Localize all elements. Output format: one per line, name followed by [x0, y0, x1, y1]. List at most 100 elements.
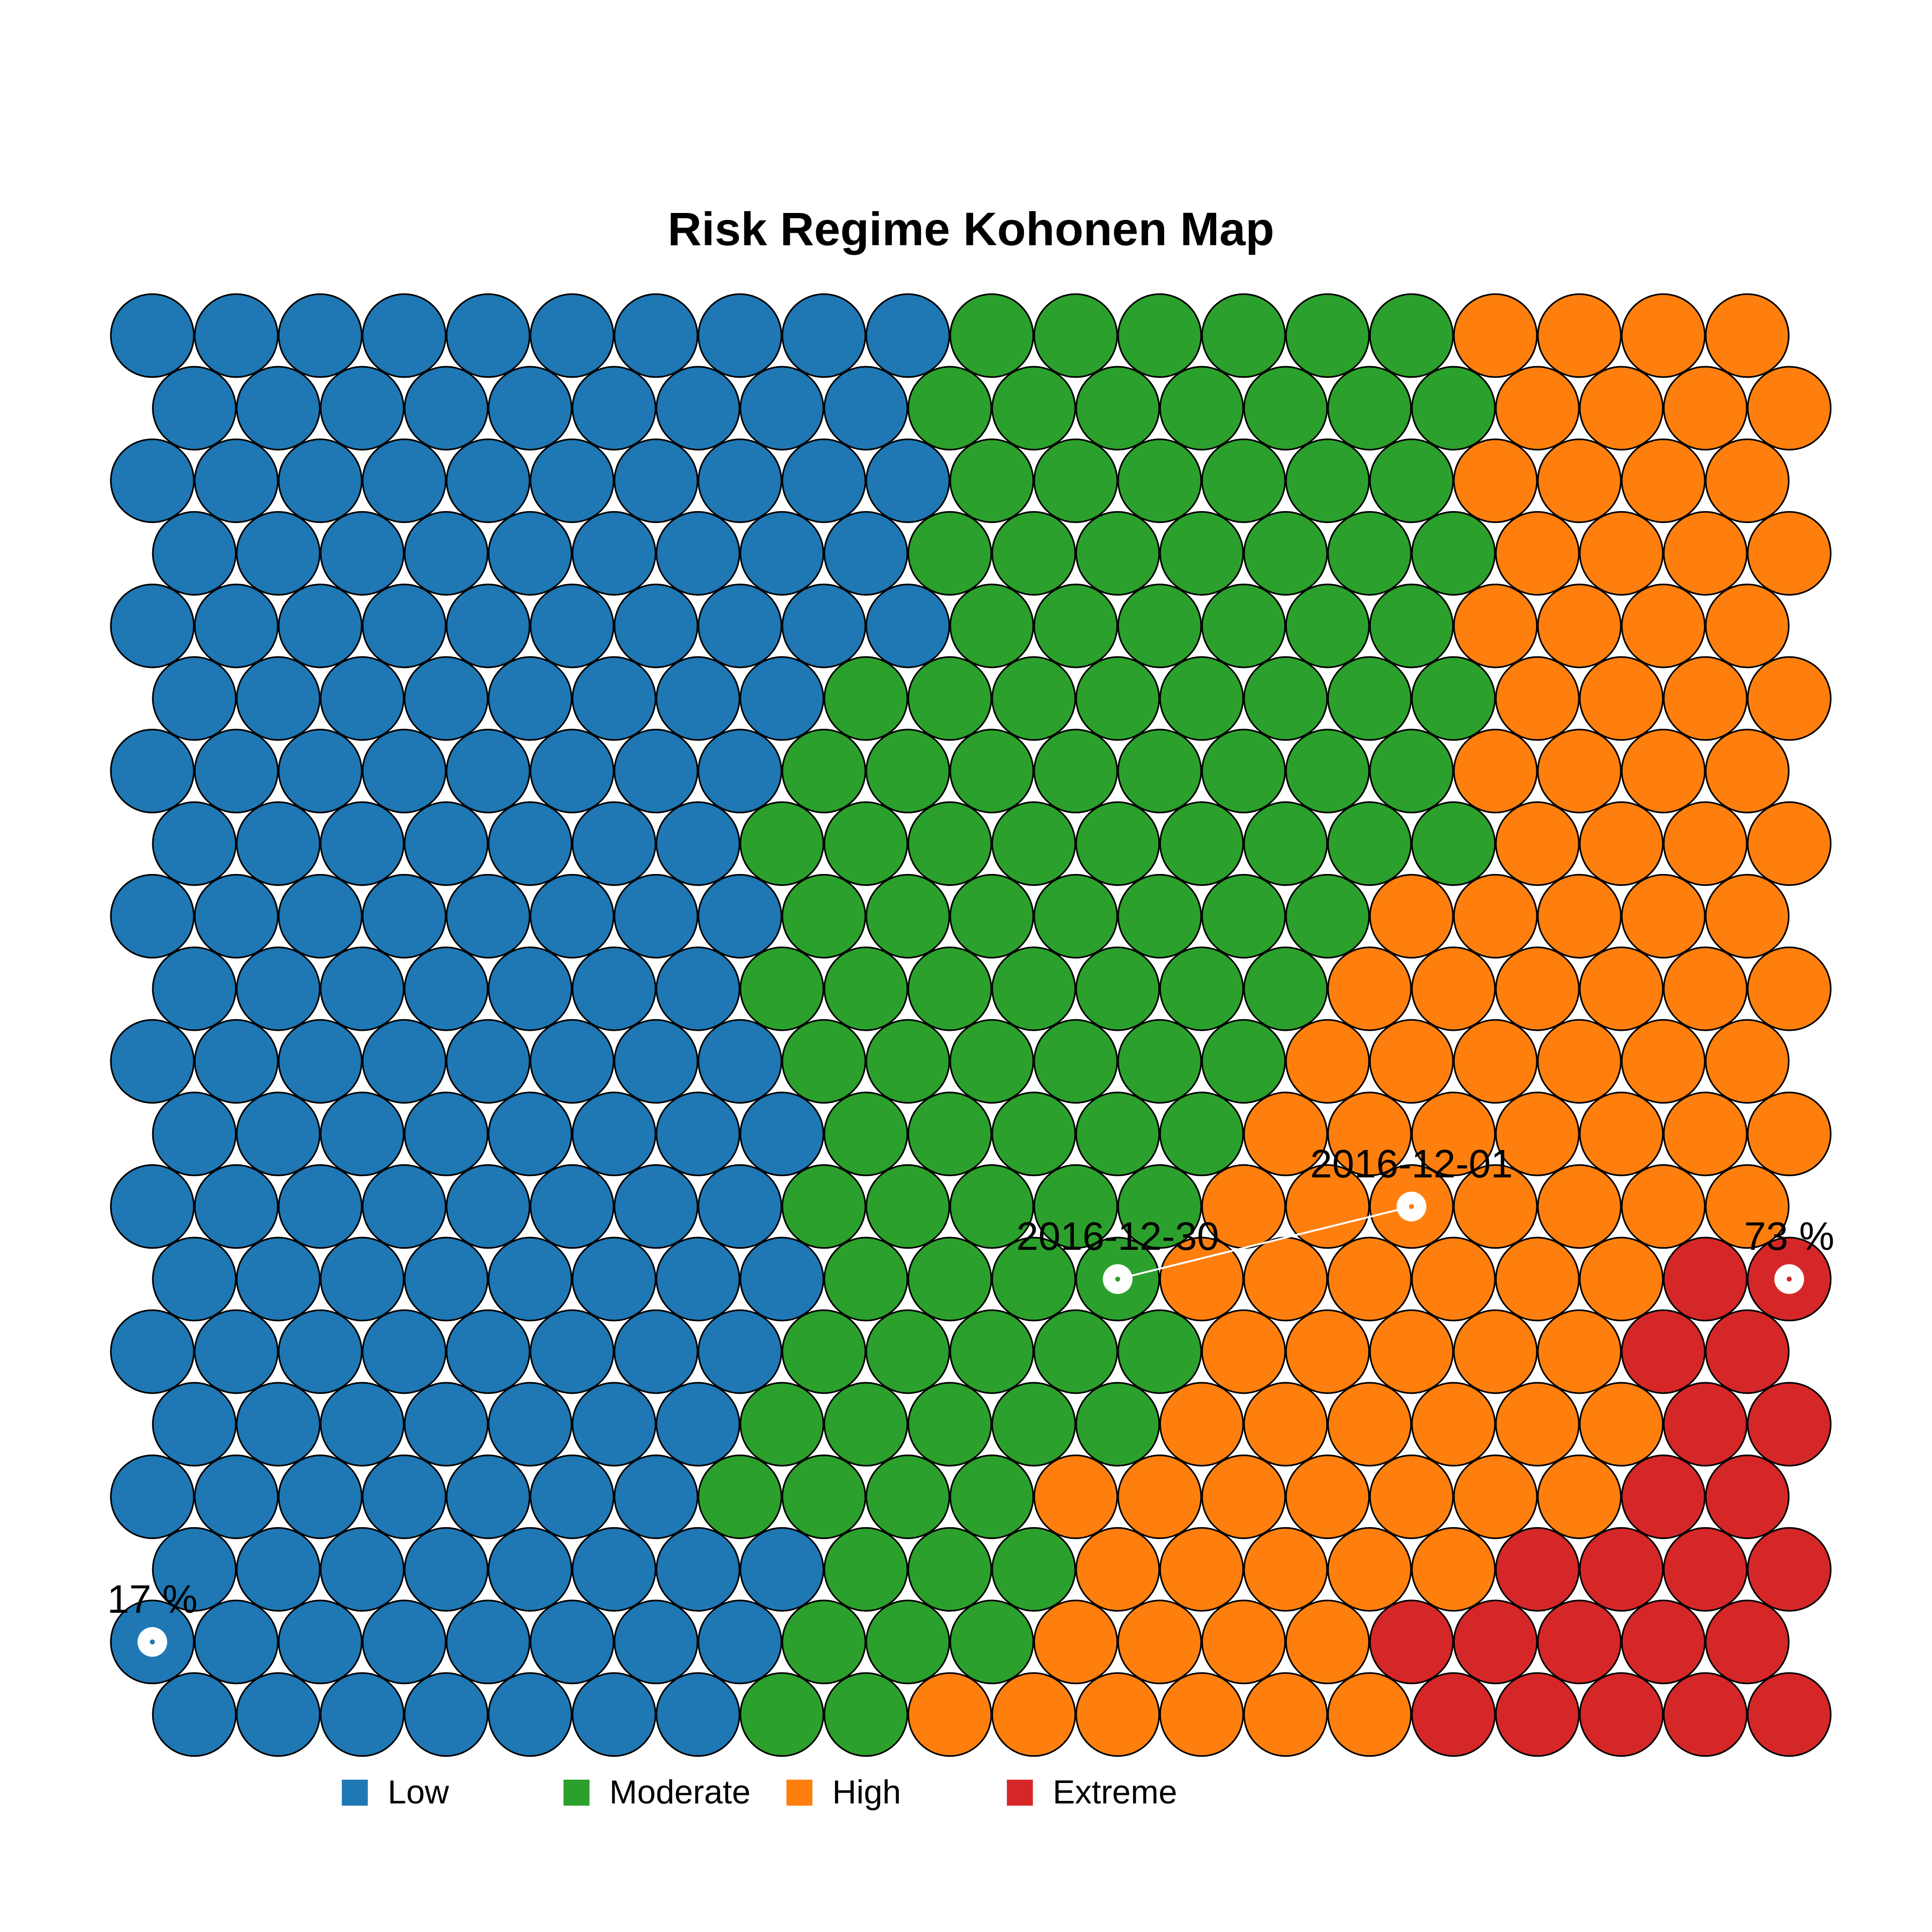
cell [1327, 1382, 1412, 1467]
cell [1327, 366, 1412, 451]
cell [1201, 1599, 1286, 1685]
cell [739, 1092, 824, 1177]
cell [320, 1236, 405, 1322]
cell [320, 1527, 405, 1612]
cell [697, 874, 782, 959]
cell [1411, 1236, 1496, 1322]
cell [1117, 874, 1202, 959]
cell [1705, 1019, 1790, 1104]
cell [1705, 1164, 1790, 1249]
cell [949, 1599, 1034, 1685]
cell [614, 293, 699, 378]
cell [236, 1092, 321, 1177]
cell [320, 511, 405, 596]
cell [1159, 511, 1244, 596]
cell [991, 366, 1076, 451]
cell [614, 874, 699, 959]
cell [152, 366, 237, 451]
cell [656, 366, 741, 451]
cell [739, 511, 824, 596]
cell [949, 1309, 1034, 1394]
cell [739, 1672, 824, 1757]
cell [320, 1382, 405, 1467]
cell [1453, 438, 1538, 523]
cell [194, 583, 279, 668]
cell [152, 946, 237, 1031]
cell [991, 1672, 1076, 1757]
cell [1285, 1454, 1370, 1539]
cell [1033, 729, 1118, 814]
cell [991, 1382, 1076, 1467]
cell [362, 874, 447, 959]
cell [1075, 511, 1160, 596]
cell [656, 801, 741, 886]
cell [1033, 583, 1118, 668]
cell [1369, 1309, 1454, 1394]
cell [571, 1527, 656, 1612]
cell [907, 1236, 992, 1322]
cell [1705, 293, 1790, 378]
cell [1285, 1019, 1370, 1104]
cell [656, 1527, 741, 1612]
cell [1033, 1454, 1118, 1539]
cell [152, 1382, 237, 1467]
cell [1537, 438, 1622, 523]
cell [571, 946, 656, 1031]
cell [1453, 293, 1538, 378]
cell [236, 1382, 321, 1467]
cell [782, 729, 866, 814]
cell [1621, 1309, 1706, 1394]
marker-dot [150, 1639, 155, 1644]
cell [1453, 1599, 1538, 1685]
cell [782, 1454, 866, 1539]
cell [403, 511, 489, 596]
cell [991, 946, 1076, 1031]
cell [1495, 801, 1580, 886]
cell [991, 656, 1076, 741]
cell [1075, 801, 1160, 886]
annotation: 73 % [1744, 1214, 1834, 1259]
cell [362, 1454, 447, 1539]
cell [110, 438, 195, 523]
cell [949, 438, 1034, 523]
cell [1453, 729, 1538, 814]
cell [278, 293, 363, 378]
cell [194, 874, 279, 959]
cell [1285, 1309, 1370, 1394]
cell [697, 583, 782, 668]
cell [446, 874, 531, 959]
cell [1159, 1382, 1244, 1467]
cell [656, 946, 741, 1031]
cell [1453, 1019, 1538, 1104]
cell [529, 729, 615, 814]
cell [152, 511, 237, 596]
cell [1621, 1164, 1706, 1249]
cell [865, 438, 950, 523]
cell [1621, 438, 1706, 523]
cell [236, 656, 321, 741]
cell [656, 1092, 741, 1177]
cell [1495, 366, 1580, 451]
cell [1243, 1672, 1328, 1757]
cell [320, 801, 405, 886]
cell [278, 1454, 363, 1539]
cell [739, 801, 824, 886]
cell [529, 1019, 615, 1104]
cell [782, 874, 866, 959]
cell [110, 1164, 195, 1249]
cell [823, 656, 908, 741]
cell [1033, 874, 1118, 959]
cell [278, 1019, 363, 1104]
cell [865, 1309, 950, 1394]
cell [1201, 874, 1286, 959]
legend-label: Low [388, 1773, 449, 1811]
cell [488, 366, 573, 451]
legend-swatch [786, 1779, 813, 1806]
cell [1495, 1092, 1580, 1177]
cell [1159, 1092, 1244, 1177]
cell [1411, 1672, 1496, 1757]
cell [571, 1382, 656, 1467]
cell [1663, 801, 1748, 886]
cell [1663, 511, 1748, 596]
cell [278, 438, 363, 523]
